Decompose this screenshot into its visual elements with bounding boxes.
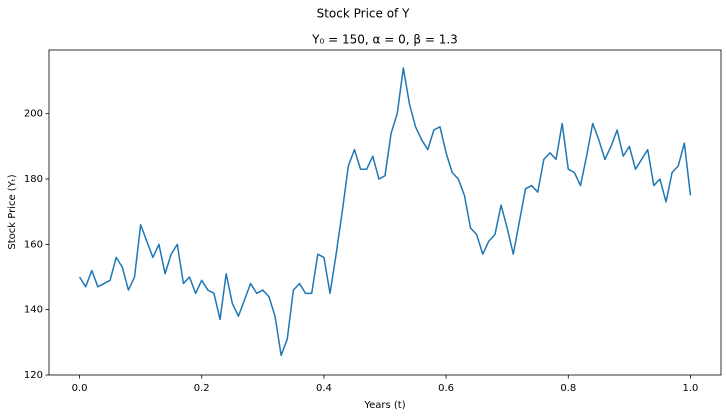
y-tick-label: 120 <box>24 370 43 381</box>
y-axis-label: Stock Price (Yₜ) <box>7 174 18 249</box>
x-axis-label: Years (t) <box>363 400 405 411</box>
y-tick-label: 160 <box>24 239 43 250</box>
x-tick-label: 0.4 <box>316 383 332 394</box>
y-tick-label: 140 <box>24 305 43 316</box>
x-tick-label: 0.8 <box>560 383 576 394</box>
plot-frame <box>48 49 722 376</box>
y-tick-label: 180 <box>24 174 43 185</box>
x-tick-label: 1.0 <box>683 383 699 394</box>
y-tick-label: 200 <box>24 109 43 120</box>
chart-title: Stock Price of Y <box>317 7 410 21</box>
x-tick-label: 0.0 <box>72 383 88 394</box>
line-series <box>78 67 692 357</box>
x-tick-label: 0.2 <box>194 383 210 394</box>
x-tick-label: 0.6 <box>438 383 454 394</box>
chart-subtitle: Y₀ = 150, α = 0, β = 1.3 <box>311 33 458 47</box>
